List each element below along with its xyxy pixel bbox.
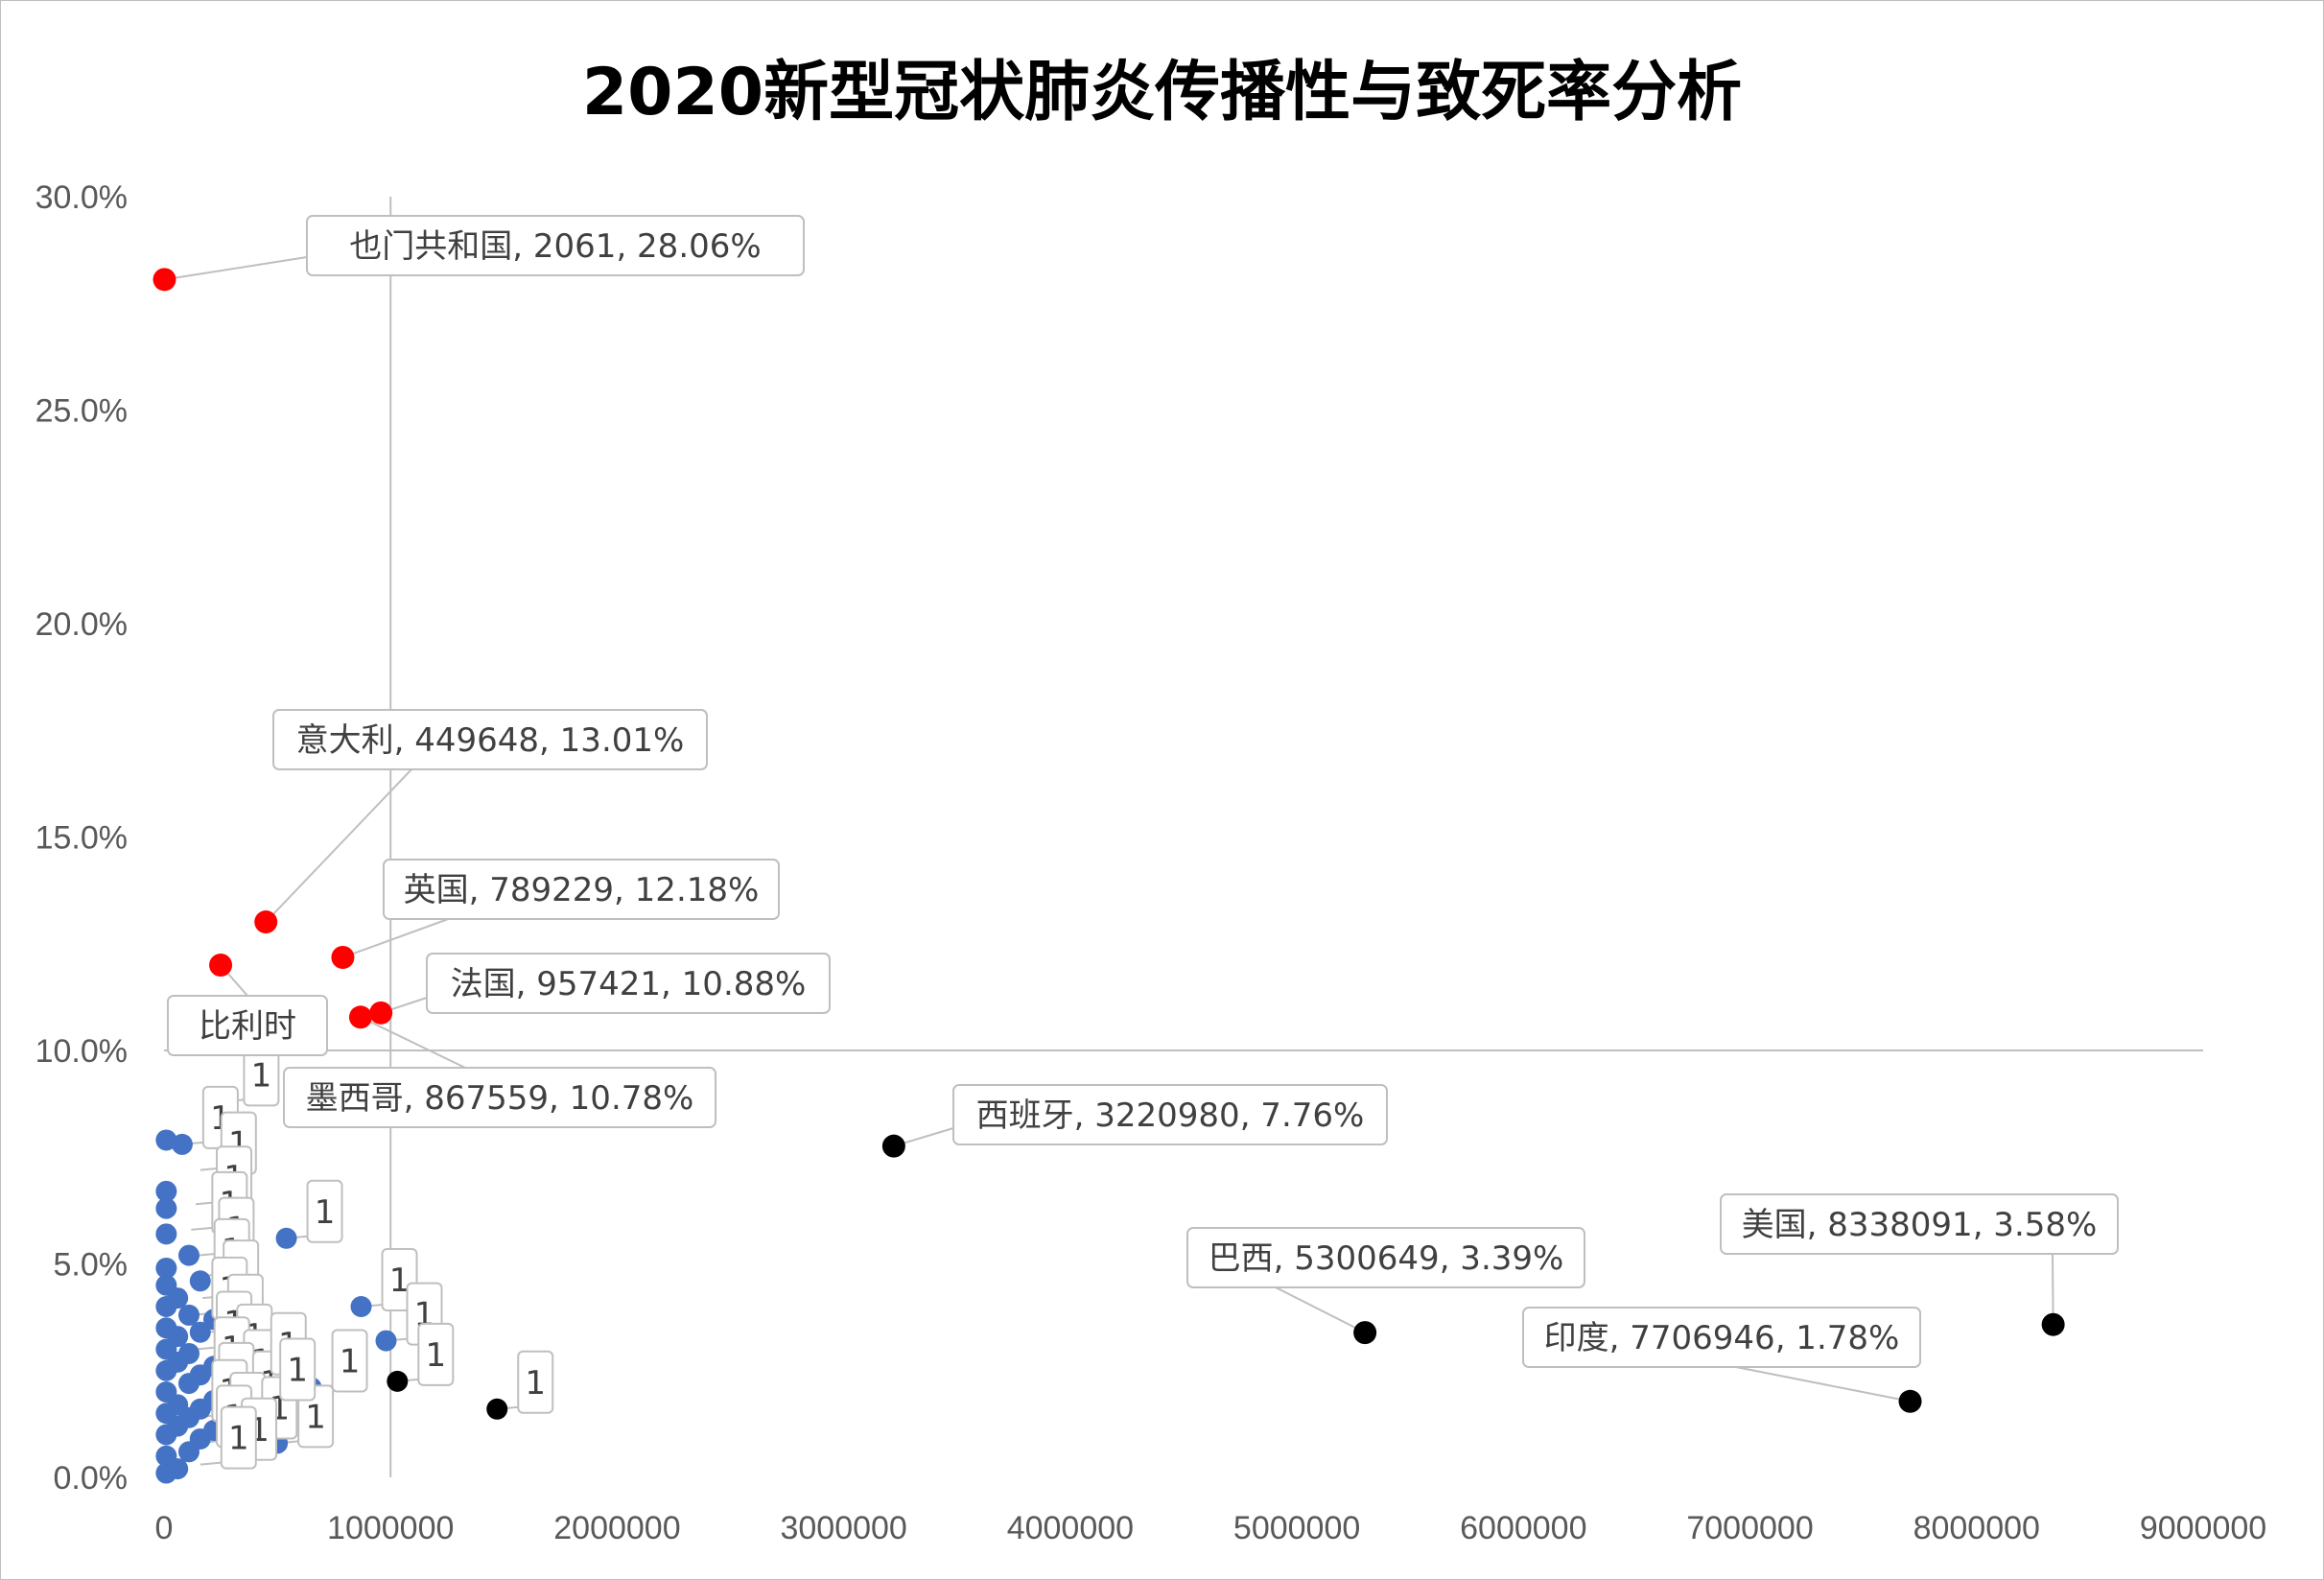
data-label: 也门共和国, 2061, 28.06% xyxy=(349,227,761,266)
data-point xyxy=(486,1398,508,1420)
callout-box xyxy=(220,1405,257,1470)
labeled-data-point xyxy=(209,954,233,977)
data-label-box xyxy=(1720,1193,2119,1255)
labeled-data-point xyxy=(1353,1321,1377,1345)
data-label-box xyxy=(272,709,708,770)
callout-text: 1 xyxy=(287,1351,308,1389)
callout-box xyxy=(279,1337,317,1402)
callout-leader xyxy=(2052,1253,2054,1325)
y-tick-label: 30.0% xyxy=(35,179,128,216)
reference-lines xyxy=(164,197,2203,1477)
callout-leader xyxy=(1735,1366,1911,1403)
data-point xyxy=(155,1223,177,1245)
y-axis-ticks: 0.0% 5.0% 10.0% 15.0% 20.0% 25.0% 30.0% xyxy=(35,179,128,1497)
callout-text: 1 xyxy=(389,1262,411,1300)
data-point xyxy=(387,1370,409,1392)
data-label-box xyxy=(1522,1307,1921,1368)
callouts: 1111111111111111111111111111111也门共和国, 20… xyxy=(167,215,2119,1470)
labeled-data-point xyxy=(153,268,176,292)
callout-text: 1 xyxy=(305,1398,326,1436)
callout-leader xyxy=(1275,1286,1366,1334)
x-tick-label: 2000000 xyxy=(553,1510,680,1546)
callout-text: 1 xyxy=(251,1056,272,1095)
data-point xyxy=(167,1326,189,1348)
callout-box xyxy=(306,1179,343,1243)
x-tick-label: 5000000 xyxy=(1233,1510,1360,1546)
labeled-data-point xyxy=(369,1001,393,1025)
callout-box xyxy=(517,1350,554,1414)
data-label-box xyxy=(383,859,780,920)
callout-leader xyxy=(342,917,452,958)
labeled-data-point xyxy=(1898,1389,1922,1413)
x-tick-label: 1000000 xyxy=(327,1510,454,1546)
data-point xyxy=(155,1257,177,1279)
x-tick-label: 6000000 xyxy=(1460,1510,1586,1546)
data-label-box xyxy=(167,995,328,1056)
callout-leader xyxy=(360,1016,466,1069)
x-tick-label: 7000000 xyxy=(1686,1510,1813,1546)
data-label-box xyxy=(306,215,805,276)
data-label-box xyxy=(1186,1227,1585,1288)
callout-text: 1 xyxy=(425,1336,446,1375)
y-tick-label: 25.0% xyxy=(35,393,128,430)
data-label: 意大利, 449648, 13.01% xyxy=(296,721,685,760)
callout-box xyxy=(417,1322,455,1386)
callout-leader xyxy=(191,1226,213,1231)
callout-text: 1 xyxy=(340,1343,361,1381)
callout-leader xyxy=(195,1346,218,1351)
data-point xyxy=(177,1244,200,1266)
callout-text: 1 xyxy=(315,1193,336,1232)
callout-text: 1 xyxy=(525,1364,546,1403)
y-tick-label: 10.0% xyxy=(35,1033,128,1070)
labeled-data-point xyxy=(331,945,355,969)
labeled-data-point xyxy=(2041,1312,2065,1336)
data-label-box xyxy=(283,1067,716,1128)
x-tick-label: 9000000 xyxy=(2140,1510,2266,1546)
callout-text: 1 xyxy=(228,1420,249,1458)
chart-title: 2020新型冠状肺炎传播性与致死率分析 xyxy=(581,55,1743,130)
data-label-box xyxy=(952,1084,1388,1145)
data-label-box xyxy=(426,953,831,1014)
data-label: 法国, 957421, 10.88% xyxy=(451,965,807,1003)
data-point xyxy=(155,1180,177,1202)
data-point xyxy=(375,1330,397,1352)
y-tick-label: 20.0% xyxy=(35,606,128,643)
labeled-data-point xyxy=(348,1005,372,1029)
data-point xyxy=(189,1321,211,1343)
data-point xyxy=(155,1197,177,1219)
x-tick-label: 3000000 xyxy=(780,1510,906,1546)
labeled-data-point xyxy=(254,910,278,934)
x-axis-ticks: 0 1000000 2000000 3000000 4000000 5000000 6000… xyxy=(155,1510,2267,1546)
x-tick-label: 4000000 xyxy=(1007,1510,1134,1546)
data-point xyxy=(167,1458,189,1480)
data-label: 比利时 xyxy=(199,1007,296,1046)
data-point xyxy=(275,1227,297,1249)
y-tick-label: 15.0% xyxy=(35,820,128,857)
y-tick-label: 5.0% xyxy=(54,1247,129,1284)
callout-box xyxy=(331,1329,368,1393)
data-label: 印度, 7706946, 1.78% xyxy=(1544,1319,1900,1357)
data-point xyxy=(177,1342,200,1364)
data-point xyxy=(171,1133,193,1155)
y-tick-label: 0.0% xyxy=(54,1460,129,1497)
data-point xyxy=(189,1270,211,1292)
data-label: 墨西哥, 867559, 10.78% xyxy=(306,1079,694,1118)
data-label: 巴西, 5300649, 3.39% xyxy=(1209,1239,1564,1278)
labeled-data-point xyxy=(881,1134,905,1158)
data-point xyxy=(167,1287,189,1309)
callout-leader xyxy=(164,256,308,281)
data-label: 英国, 789229, 12.18% xyxy=(404,871,760,909)
data-label: 美国, 8338091, 3.58% xyxy=(1742,1206,2098,1244)
data-point xyxy=(177,1304,200,1326)
callout-leader xyxy=(200,1461,222,1466)
data-point xyxy=(155,1129,177,1151)
data-point xyxy=(350,1296,372,1317)
data-label: 西班牙, 3220980, 7.76% xyxy=(976,1097,1365,1135)
x-tick-label: 0 xyxy=(155,1510,174,1546)
x-tick-label: 8000000 xyxy=(1913,1510,2040,1546)
callout-leader xyxy=(265,767,413,923)
